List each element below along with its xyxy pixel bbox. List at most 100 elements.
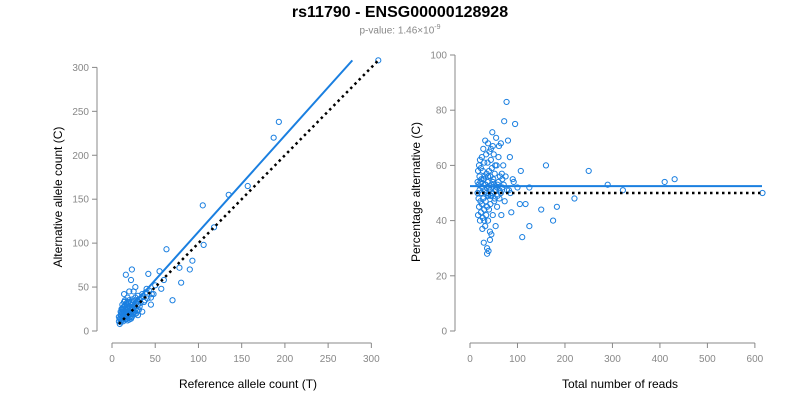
data-point (474, 211, 482, 219)
y-tick-label: 0 (83, 327, 89, 338)
y-tick-label: 250 (72, 107, 89, 118)
data-point (480, 145, 487, 152)
x-tick-label: 150 (233, 354, 250, 365)
data-point (482, 181, 489, 188)
data-point (119, 305, 126, 313)
data-point (514, 184, 521, 191)
y-tick-label: 40 (436, 216, 448, 227)
data-point (176, 264, 183, 271)
data-point (476, 217, 484, 224)
data-point (493, 134, 500, 141)
data-point (522, 200, 529, 208)
data-point (483, 151, 490, 158)
data-point (483, 250, 491, 257)
data-point (481, 159, 488, 166)
data-point (492, 223, 499, 230)
data-point (484, 192, 491, 199)
data-point (189, 257, 196, 264)
data-point (542, 162, 550, 169)
data-point (130, 288, 137, 295)
data-point (619, 187, 626, 194)
data-point (501, 198, 508, 205)
x-tick-label: 0 (109, 354, 115, 365)
x-tick-label: 250 (320, 354, 337, 365)
data-point (510, 178, 517, 186)
data-point (496, 187, 503, 194)
data-point (270, 134, 277, 141)
data-point (482, 137, 489, 144)
data-point (127, 276, 135, 284)
x-tick-label: 0 (467, 354, 473, 365)
right-scatter-panel: 0 100 200 300 400 500 600 0 20 40 60 80 100 Total num… (409, 51, 766, 391)
data-point (585, 167, 592, 175)
data-point (375, 57, 382, 64)
data-point (493, 203, 501, 210)
data-point (474, 167, 482, 175)
data-point (491, 170, 498, 177)
x-tick-label: 600 (747, 354, 764, 365)
data-point (210, 224, 218, 231)
y-tick-label: 150 (72, 195, 89, 206)
data-point (671, 176, 678, 183)
x-tick-label: 50 (150, 354, 162, 365)
data-point (491, 195, 498, 202)
data-point (504, 137, 512, 144)
p-value-text: p-value: 1.46×10 (359, 25, 435, 37)
data-point (475, 203, 483, 210)
data-point (121, 290, 128, 298)
x-tick-label: 100 (190, 354, 207, 365)
data-point (483, 211, 490, 219)
data-point (163, 246, 170, 253)
data-point (118, 309, 125, 316)
y-tick-label: 20 (436, 271, 448, 282)
data-point (489, 211, 496, 219)
data-point (158, 285, 165, 292)
data-point (199, 202, 206, 209)
data-point (516, 200, 523, 208)
data-point (495, 142, 503, 150)
x-tick-label: 500 (699, 354, 716, 365)
data-point (549, 217, 557, 224)
data-point (480, 239, 487, 246)
data-point (494, 181, 501, 188)
p-value-exponent: -9 (434, 24, 441, 31)
data-point (604, 181, 611, 188)
x-tick-label: 300 (363, 354, 380, 365)
data-point (526, 223, 533, 230)
data-point (128, 266, 135, 273)
data-point (498, 211, 505, 219)
x-axis-label: Reference allele count (T) (179, 377, 317, 391)
y-tick-label: 60 (436, 161, 448, 172)
reference-line (118, 59, 380, 325)
data-point (487, 156, 494, 163)
data-point (506, 154, 513, 161)
data-point (147, 294, 155, 301)
data-point (122, 271, 129, 278)
fit-line (118, 59, 354, 322)
data-point (489, 178, 496, 186)
data-point (275, 118, 282, 125)
data-point (147, 301, 155, 308)
y-axis-label: Alternative allele count (C) (51, 127, 65, 268)
data-point (553, 203, 560, 210)
data-point (135, 306, 142, 314)
data-point (538, 206, 545, 213)
data-point (484, 217, 492, 224)
data-point (517, 167, 524, 175)
data-point (503, 98, 510, 106)
data-point (486, 228, 494, 235)
data-point (661, 178, 668, 186)
x-axis-label: Total number of reads (562, 377, 678, 391)
data-point (200, 241, 207, 248)
y-tick-label: 100 (72, 239, 89, 250)
data-point (121, 316, 129, 323)
data-point (475, 181, 482, 188)
left-scatter-panel: 0 50 100 150 200 250 300 0 50 100 150 200 250 300 Refe… (51, 57, 382, 391)
data-point (495, 154, 502, 161)
data-point (121, 298, 128, 306)
data-point (474, 189, 481, 197)
data-point (145, 270, 152, 277)
data-point (501, 118, 508, 125)
data-point (474, 178, 481, 186)
